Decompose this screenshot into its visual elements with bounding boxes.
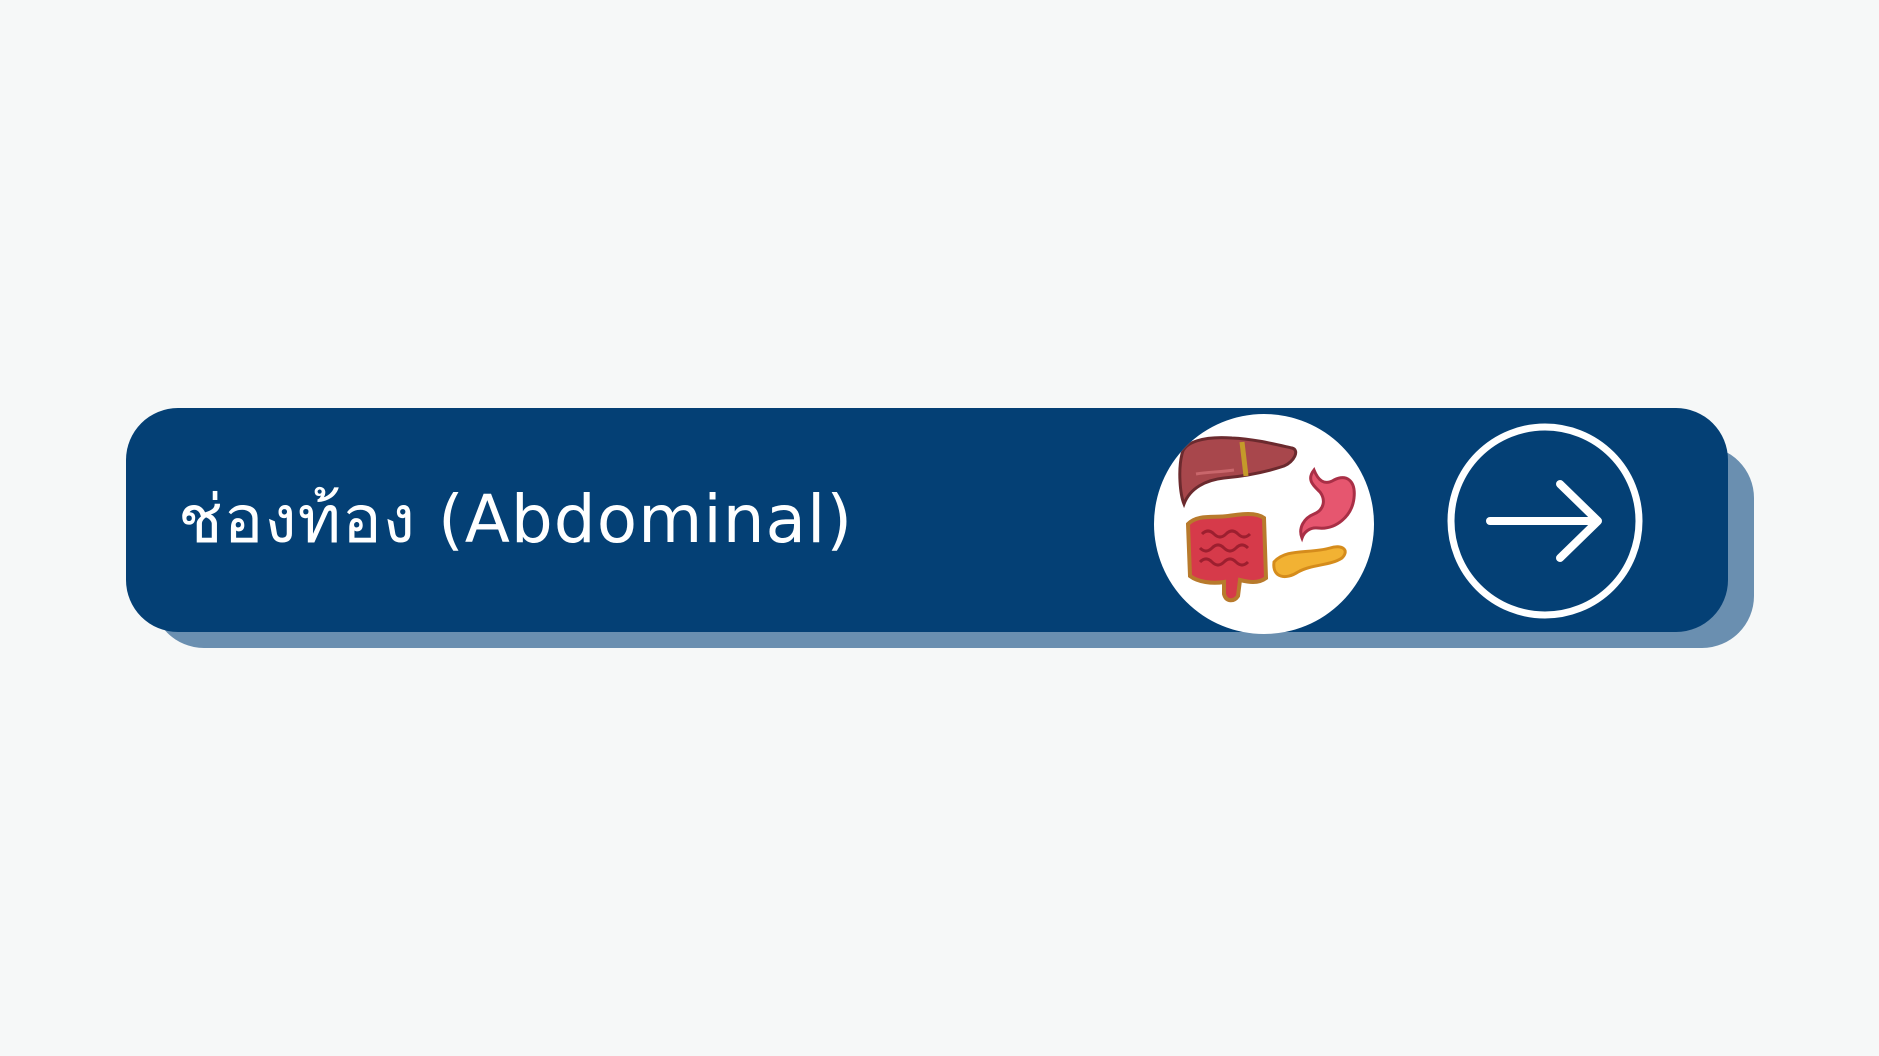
abdominal-card-container: ช่องท้อง (Abdominal) [126, 408, 1754, 648]
card-title: ช่องท้อง (Abdominal) [178, 481, 854, 558]
arrow-right-icon [1447, 423, 1643, 619]
intestines-icon [1185, 512, 1269, 603]
abdominal-organs-illustration [1154, 414, 1374, 634]
abdominal-card[interactable]: ช่องท้อง (Abdominal) [126, 408, 1728, 634]
pancreas-icon [1272, 545, 1347, 579]
next-arrow-button[interactable] [1446, 422, 1644, 620]
liver-icon [1178, 436, 1298, 509]
stomach-icon [1299, 467, 1356, 543]
